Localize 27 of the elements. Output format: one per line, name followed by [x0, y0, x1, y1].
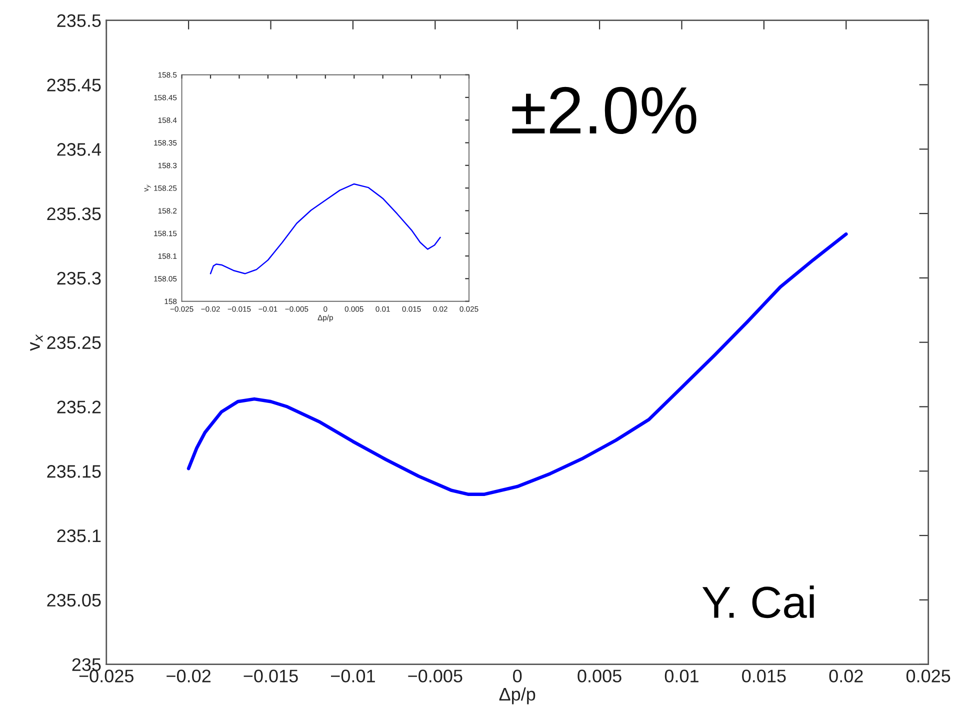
x-tick-label: −0.01	[331, 670, 375, 682]
y-axis-title: v$_{x}$	[30, 334, 43, 351]
x-tick-label: 0.02	[829, 670, 863, 682]
y-tick-label: 235.1	[57, 529, 101, 542]
y-tick-label: 235.45	[47, 78, 101, 92]
x-tick-label: 0.015	[742, 670, 786, 682]
x-tick-label: −0.015	[244, 670, 298, 682]
x-tick-label: 0.01	[664, 670, 698, 682]
y-tick-label: 235.15	[47, 465, 101, 478]
annotation: Y. Cai	[702, 585, 814, 618]
x-tick-label: 0.025	[906, 670, 950, 682]
annotation: ±2.0%	[512, 86, 696, 134]
x-tick-label: 0	[513, 670, 522, 682]
x-tick-label: −0.005	[408, 670, 462, 682]
x-tick-label: −0.02	[166, 670, 210, 682]
y-tick-label: 235	[72, 658, 101, 672]
y-tick-label: 235.4	[57, 143, 101, 156]
y-tick-label: 235.2	[57, 400, 101, 414]
y-tick-label: 235.05	[47, 594, 101, 607]
y-tick-label: 235.5	[57, 14, 101, 28]
x-axis-title: Δp/p	[499, 687, 536, 704]
line-series	[210, 183, 441, 274]
x-tick-label: 0.005	[578, 670, 622, 682]
y-tick-label: 235.25	[47, 336, 101, 350]
y-tick-label: 235.35	[47, 207, 101, 220]
x-tick-label: −0.025	[79, 670, 134, 682]
y-tick-label: 235.3	[57, 272, 101, 285]
